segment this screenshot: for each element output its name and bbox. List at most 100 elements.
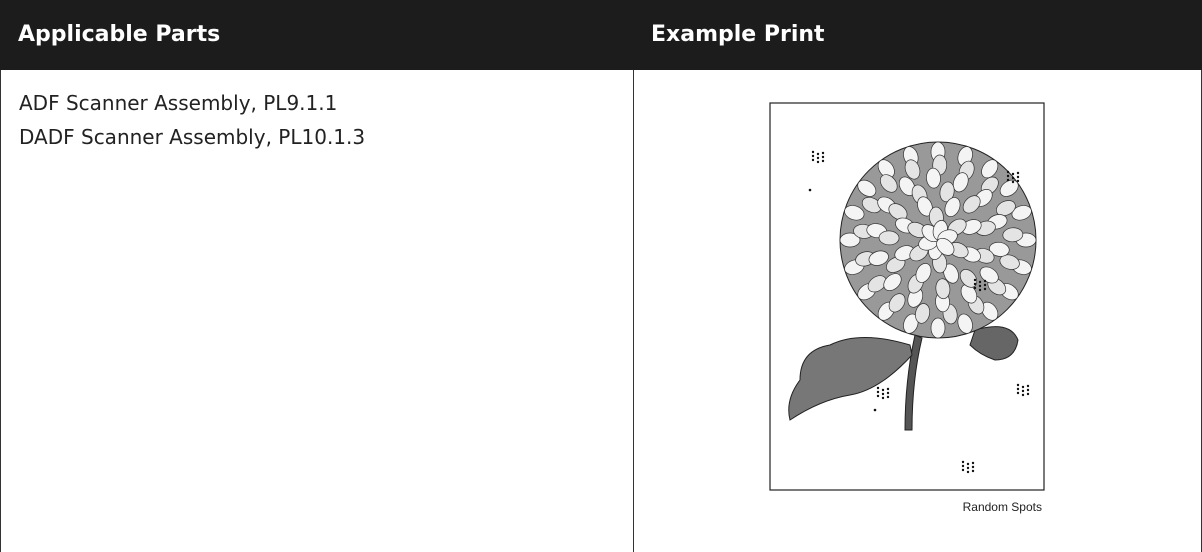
- decoration: [973, 282, 977, 286]
- decoration: [983, 287, 987, 291]
- leaf: [969, 326, 1019, 361]
- decoration: [915, 303, 931, 324]
- decoration: [1002, 227, 1024, 243]
- decoration: [1021, 389, 1025, 393]
- stem: [904, 334, 923, 431]
- decoration: [868, 250, 889, 266]
- decoration: [978, 280, 982, 284]
- decoration: [961, 468, 965, 472]
- decoration: [943, 263, 959, 284]
- decoration: [1016, 179, 1020, 183]
- decoration: [876, 394, 880, 398]
- decoration: [816, 160, 820, 164]
- decoration: [878, 230, 900, 246]
- decoration: [983, 283, 987, 287]
- decoration: [1016, 383, 1020, 387]
- decoration: [857, 179, 877, 197]
- column-header: Example Print: [633, 0, 1202, 70]
- decoration: [1026, 388, 1030, 392]
- decoration: [811, 150, 815, 154]
- decoration: [1011, 180, 1015, 184]
- decoration: [915, 263, 932, 283]
- decoration: [904, 159, 921, 180]
- decoration: [999, 254, 1020, 270]
- decoration: [886, 395, 890, 399]
- decoration: [983, 279, 987, 283]
- decoration: [1021, 385, 1025, 389]
- decoration: [966, 470, 970, 474]
- decoration: [961, 460, 965, 464]
- decoration: [903, 313, 919, 334]
- decoration: [876, 386, 880, 390]
- decoration: [1011, 172, 1015, 176]
- decoration: [1026, 392, 1030, 396]
- decoration: [952, 172, 969, 193]
- decoration: [886, 391, 890, 395]
- decoration: [966, 466, 970, 470]
- decoration: [1016, 391, 1020, 395]
- decoration: [981, 301, 999, 321]
- decoration: [821, 159, 825, 163]
- parts-cell: ADF Scanner Assembly, PL9.1.1 DADF Scann…: [0, 70, 633, 552]
- decoration: [944, 197, 961, 217]
- decoration: [821, 151, 825, 155]
- decoration: [926, 167, 941, 189]
- decoration: [1011, 205, 1032, 221]
- decoration: [816, 152, 820, 156]
- decoration: [821, 155, 825, 159]
- decoration: [1006, 178, 1010, 182]
- decoration: [873, 408, 877, 412]
- decoration: [867, 275, 887, 293]
- decoration: [1016, 171, 1020, 175]
- decoration: [1006, 170, 1010, 174]
- decoration: [879, 174, 898, 193]
- decoration: [959, 269, 978, 288]
- decoration: [962, 195, 981, 214]
- decoration: [1016, 387, 1020, 391]
- part-item: DADF Scanner Assembly, PL10.1.3: [19, 125, 366, 149]
- caption: Random Spots: [962, 500, 1042, 514]
- decoration: [881, 396, 885, 400]
- decoration: [973, 278, 977, 282]
- decoration: [978, 288, 982, 292]
- decoration: [1006, 174, 1010, 178]
- decoration: [930, 317, 946, 339]
- decoration: [996, 200, 1016, 217]
- decoration: [978, 284, 982, 288]
- decoration: [989, 241, 1010, 257]
- decoration: [844, 205, 865, 221]
- decoration: [876, 390, 880, 394]
- decoration: [961, 464, 965, 468]
- decoration: [999, 179, 1019, 197]
- decoration: [816, 156, 820, 160]
- decoration: [971, 461, 975, 465]
- decoration: [808, 188, 812, 192]
- decoration: [811, 154, 815, 158]
- decoration: [957, 313, 973, 334]
- decoration: [888, 203, 908, 221]
- decoration: [886, 387, 890, 391]
- decoration: [1021, 393, 1025, 397]
- decoration: [1016, 175, 1020, 179]
- decoration: [966, 462, 970, 466]
- decoration: [960, 284, 978, 304]
- decoration: [1011, 176, 1015, 180]
- decoration: [861, 196, 882, 214]
- decoration: [935, 278, 951, 300]
- decoration: [917, 196, 933, 217]
- decoration: [936, 237, 955, 256]
- decoration: [888, 293, 906, 313]
- part-item: ADF Scanner Assembly, PL9.1.1: [19, 91, 338, 115]
- decoration: [881, 392, 885, 396]
- decoration: [1026, 384, 1030, 388]
- decoration: [883, 273, 902, 291]
- decoration: [971, 469, 975, 473]
- decoration: [973, 286, 977, 290]
- decoration: [971, 465, 975, 469]
- decoration: [811, 158, 815, 162]
- decoration: [939, 181, 955, 203]
- column-header: Applicable Parts: [0, 0, 633, 70]
- decoration: [839, 232, 861, 248]
